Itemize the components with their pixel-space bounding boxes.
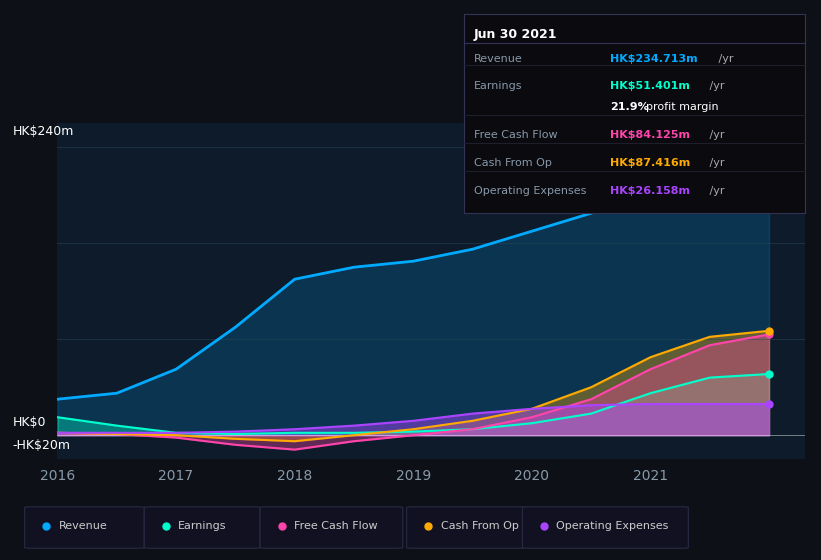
Text: Earnings: Earnings	[178, 521, 227, 531]
Text: Earnings: Earnings	[474, 81, 523, 91]
FancyBboxPatch shape	[144, 507, 260, 548]
Text: HK$0: HK$0	[12, 416, 46, 430]
Text: HK$51.401m: HK$51.401m	[610, 81, 690, 91]
FancyBboxPatch shape	[25, 507, 144, 548]
Text: /yr: /yr	[715, 54, 734, 64]
Text: /yr: /yr	[706, 158, 724, 168]
Text: /yr: /yr	[706, 130, 724, 141]
Text: -HK$20m: -HK$20m	[12, 438, 71, 452]
Text: Revenue: Revenue	[474, 54, 523, 64]
FancyBboxPatch shape	[260, 507, 403, 548]
Text: Cash From Op: Cash From Op	[474, 158, 552, 168]
Text: Operating Expenses: Operating Expenses	[474, 186, 586, 196]
Text: HK$84.125m: HK$84.125m	[610, 130, 690, 141]
Text: HK$87.416m: HK$87.416m	[610, 158, 690, 168]
Text: Jun 30 2021: Jun 30 2021	[474, 28, 557, 41]
Text: Free Cash Flow: Free Cash Flow	[474, 130, 557, 141]
Text: HK$234.713m: HK$234.713m	[610, 54, 698, 64]
Text: Revenue: Revenue	[58, 521, 108, 531]
Text: 21.9%: 21.9%	[610, 102, 649, 113]
FancyBboxPatch shape	[522, 507, 688, 548]
Text: Cash From Op: Cash From Op	[441, 521, 519, 531]
FancyBboxPatch shape	[406, 507, 526, 548]
Text: Free Cash Flow: Free Cash Flow	[294, 521, 378, 531]
Text: profit margin: profit margin	[646, 102, 718, 113]
Text: Operating Expenses: Operating Expenses	[557, 521, 669, 531]
Text: HK$240m: HK$240m	[12, 125, 74, 138]
Text: /yr: /yr	[706, 186, 724, 196]
Text: /yr: /yr	[706, 81, 724, 91]
Text: HK$26.158m: HK$26.158m	[610, 186, 690, 196]
